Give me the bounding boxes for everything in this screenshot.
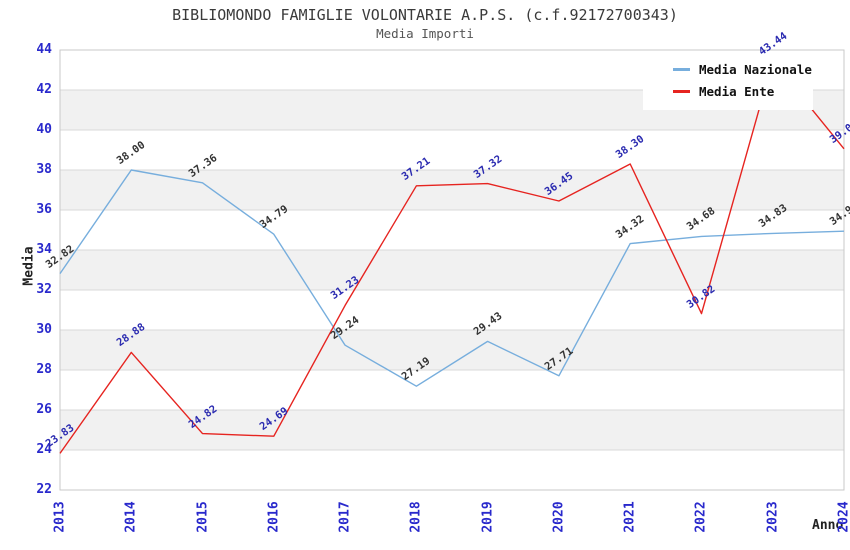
media-ente-line-swatch bbox=[673, 89, 690, 93]
y-tick-label: 40 bbox=[36, 122, 52, 137]
legend-label-media-nazionale: Media Nazionale bbox=[699, 61, 812, 77]
y-tick-label: 42 bbox=[36, 82, 52, 97]
plot-band bbox=[60, 130, 844, 170]
x-tick-label: 2020 bbox=[551, 501, 567, 533]
y-tick-label: 36 bbox=[36, 202, 52, 217]
y-tick-label: 22 bbox=[36, 482, 52, 497]
y-tick-label: 26 bbox=[36, 402, 52, 417]
series-line-media-nazionale bbox=[59, 169, 845, 387]
x-tick-label: 2024 bbox=[836, 501, 850, 533]
x-tick-label: 2023 bbox=[765, 501, 781, 533]
plot-band bbox=[60, 370, 844, 410]
x-tick-label: 2014 bbox=[123, 501, 139, 533]
x-tick-label: 2015 bbox=[195, 501, 211, 533]
x-tick-label: 2022 bbox=[693, 501, 709, 533]
y-tick-label: 34 bbox=[36, 242, 52, 257]
plot-band bbox=[60, 250, 844, 290]
x-tick-label: 2021 bbox=[622, 501, 638, 533]
y-tick-label: 30 bbox=[36, 322, 52, 337]
media-nazionale-line-swatch bbox=[673, 67, 690, 71]
x-tick-label: 2018 bbox=[408, 501, 424, 533]
legend-item-media-ente: Media Ente bbox=[643, 80, 813, 102]
legend: Media Nazionale Media Ente bbox=[643, 52, 813, 110]
x-tick-label: 2019 bbox=[480, 501, 496, 533]
y-tick-label: 28 bbox=[36, 362, 52, 377]
y-tick-label: 38 bbox=[36, 162, 52, 177]
plot-border bbox=[59, 49, 845, 491]
x-tick-label: 2017 bbox=[337, 501, 353, 533]
legend-item-media-nazionale: Media Nazionale bbox=[643, 58, 813, 80]
chart-title: BIBLIOMONDO FAMIGLIE VOLONTARIE A.P.S. (… bbox=[172, 6, 678, 24]
series-line-media-ente bbox=[59, 60, 845, 454]
x-tick-label: 2013 bbox=[52, 501, 68, 533]
y-tick-label: 24 bbox=[36, 442, 52, 457]
plot-band bbox=[60, 290, 844, 330]
plot-band bbox=[60, 410, 844, 450]
y-tick-label: 32 bbox=[36, 282, 52, 297]
plot-band bbox=[60, 450, 844, 490]
plot-band bbox=[60, 170, 844, 210]
legend-label-media-ente: Media Ente bbox=[699, 83, 775, 99]
y-tick-label: 44 bbox=[36, 42, 52, 57]
chart-subtitle: Media Importi bbox=[376, 26, 474, 41]
x-axis-title: Anno bbox=[812, 518, 844, 533]
x-tick-label: 2016 bbox=[266, 501, 282, 533]
plot-band bbox=[60, 210, 844, 250]
